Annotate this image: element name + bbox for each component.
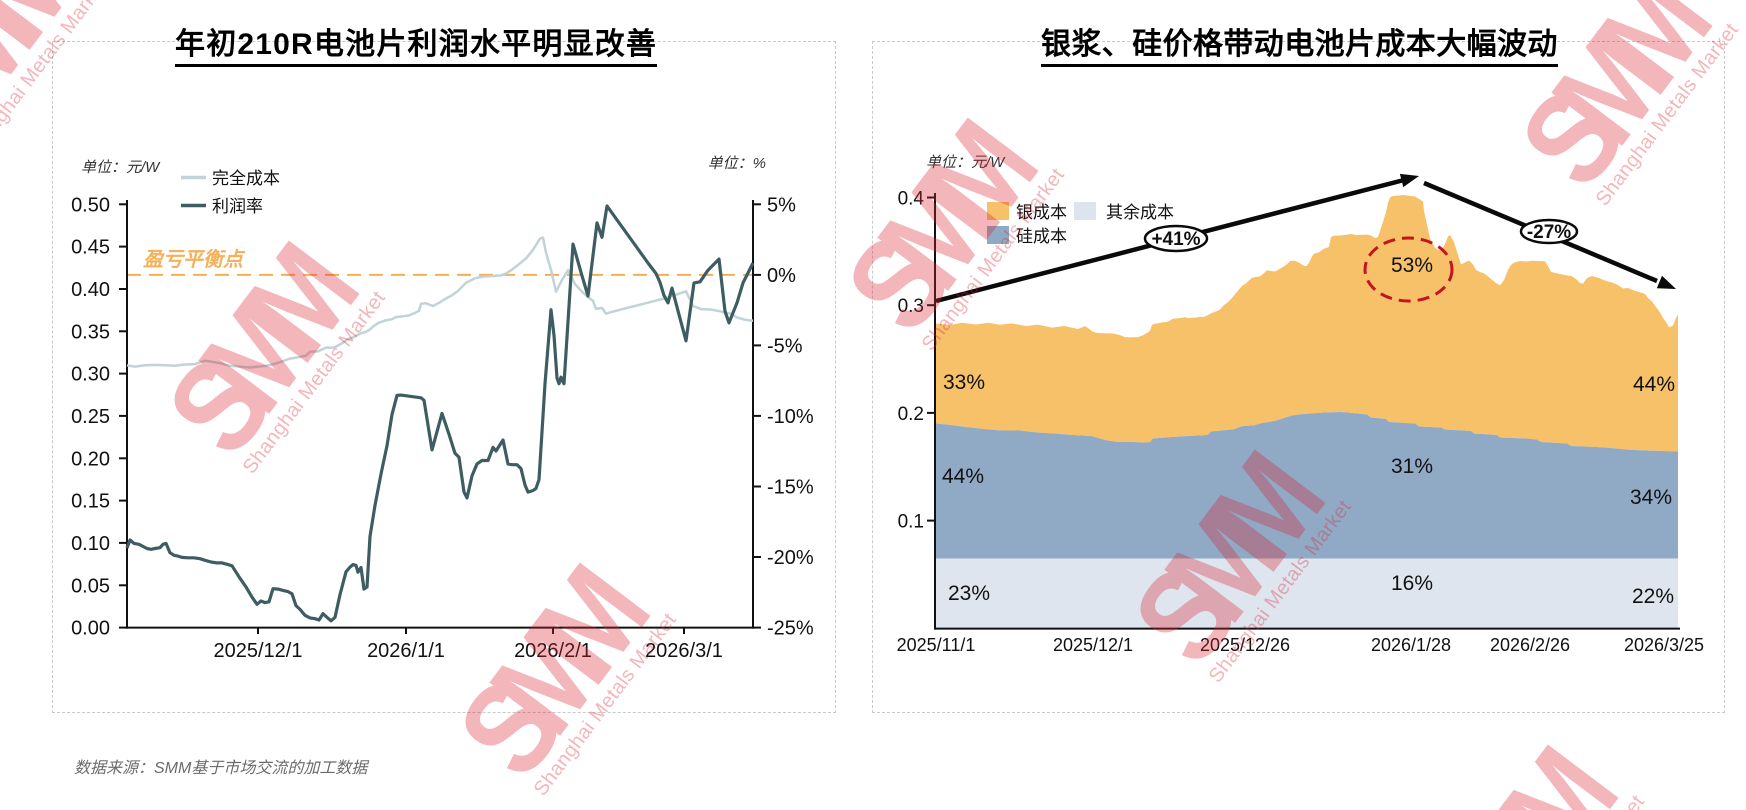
svg-text:2026/3/1: 2026/3/1 [645, 640, 723, 662]
svg-text:完全成本: 完全成本 [212, 169, 280, 188]
svg-text:硅成本: 硅成本 [1016, 227, 1067, 246]
svg-text:0.45: 0.45 [71, 237, 110, 259]
svg-text:0.20: 0.20 [71, 448, 110, 470]
svg-text:单位：元/W: 单位：元/W [81, 159, 161, 176]
svg-text:34%: 34% [1630, 486, 1672, 509]
svg-text:16%: 16% [1391, 572, 1433, 595]
svg-text:5%: 5% [767, 194, 796, 216]
svg-text:利润率: 利润率 [212, 197, 263, 216]
svg-text:44%: 44% [1633, 373, 1675, 396]
svg-text:0.35: 0.35 [71, 321, 110, 343]
svg-text:0.00: 0.00 [71, 618, 110, 640]
svg-text:0.30: 0.30 [71, 364, 110, 386]
svg-text:0.2: 0.2 [898, 404, 924, 425]
svg-text:53%: 53% [1391, 254, 1433, 277]
svg-text:0.1: 0.1 [898, 512, 924, 533]
svg-text:-10%: -10% [767, 406, 814, 428]
svg-text:0.25: 0.25 [71, 406, 110, 428]
svg-text:-5%: -5% [767, 335, 803, 357]
svg-text:2026/3/25: 2026/3/25 [1624, 635, 1704, 655]
svg-text:0.10: 0.10 [71, 533, 110, 555]
svg-text:单位：%: 单位：% [708, 155, 766, 172]
svg-text:0.15: 0.15 [71, 491, 110, 513]
svg-text:盈亏平衡点: 盈亏平衡点 [143, 248, 246, 271]
svg-text:0.40: 0.40 [71, 279, 110, 301]
svg-text:44%: 44% [942, 465, 984, 488]
svg-text:2025/12/1: 2025/12/1 [214, 640, 303, 662]
svg-text:0.50: 0.50 [71, 194, 110, 216]
svg-text:2026/1/28: 2026/1/28 [1371, 635, 1451, 655]
svg-text:0.05: 0.05 [71, 575, 110, 597]
svg-text:23%: 23% [948, 582, 990, 605]
svg-text:31%: 31% [1391, 455, 1433, 478]
svg-text:单位：元/W: 单位：元/W [926, 154, 1006, 171]
svg-text:-20%: -20% [767, 547, 814, 569]
svg-text:2026/2/1: 2026/2/1 [514, 640, 592, 662]
svg-text:2025/11/1: 2025/11/1 [897, 635, 976, 655]
svg-text:银成本: 银成本 [1016, 203, 1067, 222]
svg-text:2025/12/26: 2025/12/26 [1200, 635, 1290, 655]
svg-text:2026/1/1: 2026/1/1 [367, 640, 445, 662]
svg-text:-27%: -27% [1527, 222, 1571, 243]
svg-text:33%: 33% [943, 371, 985, 394]
svg-text:-25%: -25% [767, 618, 814, 640]
svg-text:2025/12/1: 2025/12/1 [1053, 635, 1133, 655]
svg-text:-15%: -15% [767, 477, 814, 499]
svg-text:0%: 0% [767, 265, 796, 287]
svg-text:+41%: +41% [1151, 229, 1200, 250]
svg-text:2026/2/26: 2026/2/26 [1490, 635, 1570, 655]
svg-text:其余成本: 其余成本 [1106, 203, 1174, 222]
svg-text:22%: 22% [1632, 585, 1674, 608]
svg-text:0.4: 0.4 [898, 189, 925, 210]
svg-text:0.3: 0.3 [898, 296, 924, 317]
